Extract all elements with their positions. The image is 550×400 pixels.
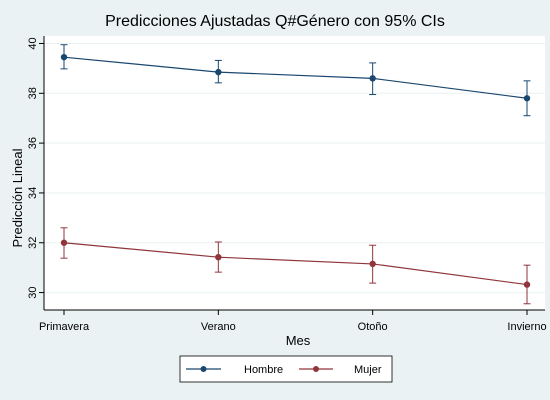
data-point — [60, 239, 68, 246]
series-layer — [60, 44, 531, 305]
y-axis: 30 32 34 36 38 40 — [27, 37, 44, 299]
plot-area — [44, 36, 545, 310]
legend-item-mujer: Mujer — [299, 364, 382, 376]
gridlines — [44, 42, 545, 294]
series-line — [63, 242, 528, 286]
data-point — [369, 75, 376, 82]
legend-label: Mujer — [354, 364, 382, 376]
x-tick-label: Verano — [201, 321, 236, 333]
y-tick-label: 34 — [27, 187, 39, 199]
legend-label: Hombre — [244, 364, 283, 376]
x-tick-label: Invierno — [507, 321, 546, 333]
data-point — [215, 68, 222, 76]
y-tick-label: 36 — [27, 137, 39, 149]
x-axis: Primavera Verano Otoño Invierno — [39, 310, 547, 333]
y-axis-label: Predicción Lineal — [10, 148, 25, 247]
x-tick-label: Otoño — [358, 321, 388, 333]
y-tick-label: 30 — [27, 286, 39, 298]
y-tick-label: 32 — [27, 237, 39, 249]
legend: Hombre Mujer — [179, 355, 393, 383]
legend-marker — [200, 366, 207, 372]
data-point — [60, 53, 68, 61]
data-point — [215, 253, 222, 261]
legend-marker — [313, 366, 319, 372]
data-point — [523, 281, 531, 288]
x-axis-label: Mes — [286, 333, 311, 348]
x-tick-label: Primavera — [39, 321, 90, 333]
data-point — [369, 260, 376, 268]
data-point — [523, 95, 531, 102]
y-tick-label: 40 — [27, 37, 39, 49]
series-hombre — [60, 44, 531, 117]
y-tick-label: 38 — [27, 87, 39, 99]
chart-title: Predicciones Ajustadas Q#Género con 95% … — [105, 13, 445, 30]
series-mujer — [60, 227, 531, 305]
legend-item-hombre: Hombre — [186, 364, 283, 376]
series-line — [63, 56, 528, 99]
